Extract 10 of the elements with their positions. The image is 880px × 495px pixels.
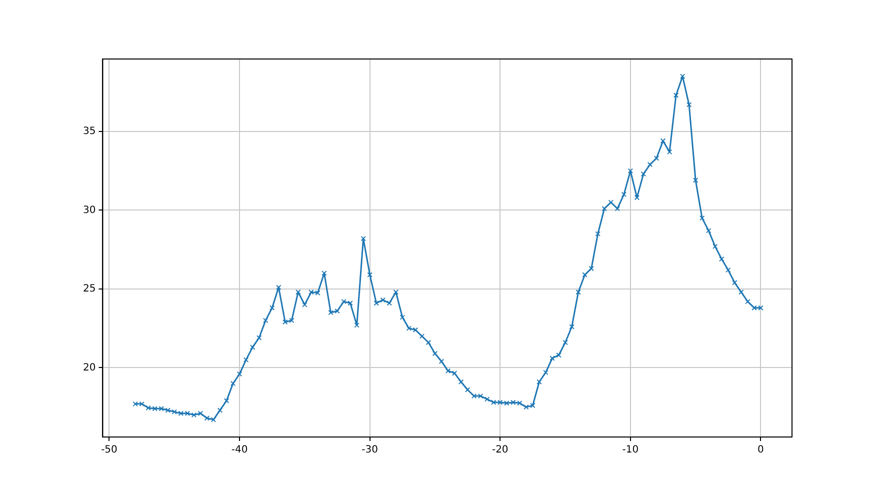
x-tick-label: -30 <box>362 444 378 456</box>
y-tick-label: 20 <box>82 362 96 374</box>
x-tick-label: -50 <box>101 444 118 456</box>
x-tick-label: -40 <box>231 444 248 456</box>
y-tick-label: 25 <box>82 284 96 295</box>
y-tick-label: 30 <box>82 204 96 216</box>
x-tick-label: -10 <box>622 444 639 456</box>
x-tick-label: 0 <box>758 444 764 456</box>
y-tick-label: 35 <box>82 126 96 138</box>
x-tick-label: -20 <box>492 444 508 456</box>
